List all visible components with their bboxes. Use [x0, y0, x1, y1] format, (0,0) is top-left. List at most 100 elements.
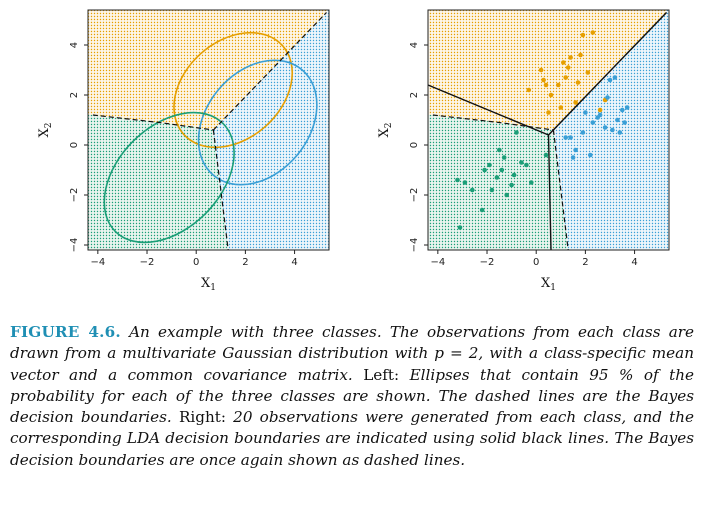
y-tick-label: −4	[409, 238, 420, 253]
y-tick-label: −2	[409, 188, 420, 203]
observation-points	[455, 30, 630, 230]
green-observation-point	[511, 172, 517, 178]
y-tick-label: −4	[69, 238, 80, 253]
bayes-boundary-line	[552, 129, 569, 250]
green-observation-point	[524, 162, 529, 168]
blue-observation-point	[605, 95, 610, 100]
orange-observation-point	[541, 77, 546, 83]
blue-observation-point	[617, 130, 623, 135]
orange-observation-point	[568, 55, 573, 60]
blue-observation-point	[622, 120, 627, 125]
green-observation-point	[462, 180, 468, 185]
green-observation-point	[504, 192, 510, 198]
orange-observation-point	[578, 52, 583, 58]
y-tick-label: 0	[69, 142, 80, 148]
green-class-region	[428, 115, 569, 250]
green-observation-point	[529, 180, 534, 185]
x-tick-label: −2	[480, 257, 495, 268]
blue-observation-point	[620, 107, 625, 113]
orange-observation-point	[526, 87, 532, 93]
y-tick-label: 0	[409, 142, 420, 148]
orange-observation-point	[563, 75, 568, 80]
green-observation-point	[497, 147, 502, 153]
orange-observation-point	[561, 60, 566, 65]
x-tick-label: −2	[140, 257, 155, 268]
blue-observation-point	[610, 127, 615, 133]
blue-observation-point	[612, 75, 618, 80]
lda-boundary-line	[547, 134, 552, 250]
blue-observation-point	[568, 135, 573, 140]
orange-observation-point	[575, 80, 581, 85]
figure-label: FIGURE 4.6.	[10, 323, 121, 341]
y-tick-label: 2	[409, 92, 420, 98]
bayes-boundary-line	[212, 129, 229, 250]
lda-decision-boundaries	[428, 12, 668, 250]
blue-observation-point	[580, 130, 586, 135]
orange-observation-point	[597, 107, 603, 113]
y-tick-label: 4	[409, 42, 420, 48]
bayes-boundary-line	[212, 12, 327, 131]
x-tick-label: 4	[631, 257, 637, 268]
bayes-boundary-line	[92, 114, 214, 131]
y-tick-label: 4	[69, 42, 80, 48]
green-observation-point	[479, 207, 485, 213]
green-observation-point	[455, 177, 460, 183]
caption-right-label: Right:	[178, 408, 226, 427]
caption-left-text: Ellipses that contain 95 % of the probab…	[10, 365, 695, 427]
x-tick-label: −4	[430, 257, 445, 268]
y-tick-label: −2	[69, 188, 80, 203]
left-panel: −4 −2 0 2 4 −4 −2 0 2 4 X1 X2	[37, 9, 330, 293]
x-axis-label: X1	[201, 276, 216, 293]
lda-boundary-line	[547, 12, 668, 136]
blue-observation-point	[573, 147, 578, 153]
x-tick-label: 2	[582, 257, 588, 268]
orange-probability-ellipse	[173, 31, 294, 149]
lda-boundary-line	[428, 84, 549, 136]
y-axis-label: X2	[37, 123, 54, 138]
green-observation-point	[482, 167, 487, 173]
orange-observation-point	[585, 70, 591, 75]
y-axis-ticks: −4 −2 0 2 4	[409, 42, 428, 253]
blue-observation-point	[590, 120, 596, 125]
x-tick-label: 4	[291, 257, 297, 268]
bayes-boundary-line	[432, 114, 554, 131]
y-tick-label: 2	[69, 92, 80, 98]
caption-left-label: Left:	[363, 365, 400, 384]
orange-observation-point	[573, 100, 578, 105]
y-axis-label: X2	[377, 123, 394, 138]
x-axis-ticks: −4 −2 0 2 4	[90, 250, 298, 268]
orange-observation-point	[556, 82, 561, 88]
green-observation-point	[514, 130, 519, 135]
orange-observation-point	[548, 92, 554, 98]
bayes-decision-boundaries	[92, 12, 327, 250]
orange-class-region	[88, 10, 327, 130]
x-tick-label: 0	[533, 257, 539, 268]
plot-frame	[427, 9, 670, 251]
green-observation-point	[494, 175, 500, 180]
green-observation-point	[543, 152, 549, 158]
x-axis-ticks: −4 −2 0 2 4	[430, 250, 638, 268]
blue-observation-point	[570, 155, 576, 160]
orange-observation-point	[590, 30, 596, 35]
x-tick-label: −4	[90, 257, 105, 268]
blue-observation-point	[607, 77, 613, 83]
figure-4-6: −4 −2 0 2 4 −4 −2 0 2 4 X1 X2 −4 −2 0 2 4 −4 −2 0 2 4 X1…	[37, 9, 670, 293]
blue-observation-point	[583, 110, 588, 115]
plot-frame	[87, 9, 330, 251]
x-axis-label: X1	[541, 276, 556, 293]
blue-observation-point	[602, 125, 608, 130]
blue-observation-point	[624, 105, 630, 110]
blue-observation-point	[563, 135, 568, 140]
green-class-region	[88, 115, 229, 250]
y-axis-ticks: −4 −2 0 2 4	[69, 42, 88, 253]
caption-text: An example with three classes. The obser…	[10, 323, 695, 384]
blue-observation-point	[615, 117, 620, 123]
orange-observation-point	[543, 82, 549, 88]
green-observation-point	[501, 155, 507, 160]
green-observation-point	[470, 187, 475, 193]
green-probability-ellipse	[103, 111, 235, 244]
orange-observation-point	[558, 105, 564, 110]
probability-ellipses	[103, 31, 318, 244]
right-panel: −4 −2 0 2 4 −4 −2 0 2 4 X1 X2	[377, 9, 670, 293]
orange-observation-point	[565, 65, 571, 70]
